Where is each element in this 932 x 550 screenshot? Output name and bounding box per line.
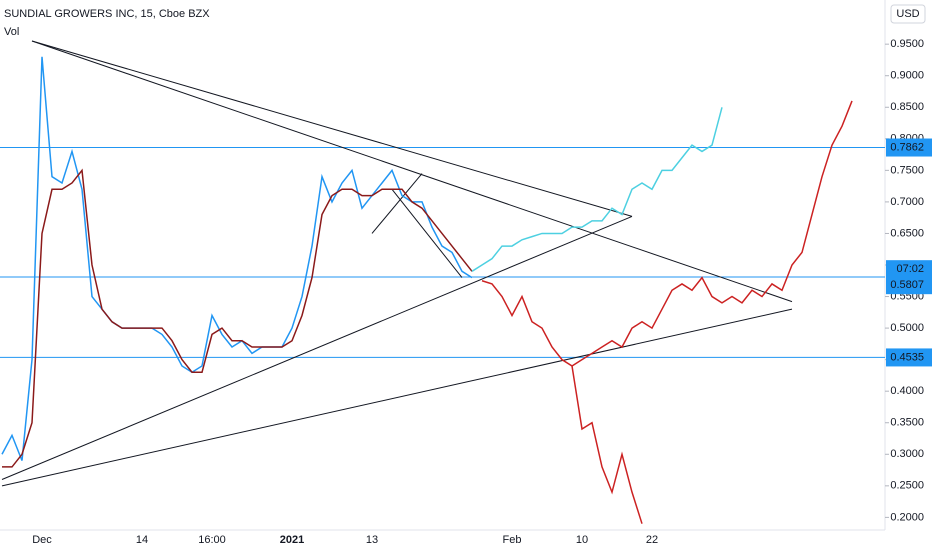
price-line — [571, 100, 853, 367]
x-tick-label: 16:00 — [198, 534, 226, 546]
countdown: 07:02 — [896, 263, 924, 275]
y-tick-label: 0.2500 — [890, 480, 924, 492]
y-tick-label: 0.9000 — [890, 70, 924, 82]
currency[interactable]: USD — [896, 8, 919, 20]
x-tick-label: 22 — [646, 534, 658, 546]
x-tick-label: 13 — [366, 534, 378, 546]
x-tick-label: 10 — [576, 534, 588, 546]
y-tick-label: 0.4000 — [890, 385, 924, 397]
trend-line — [31, 40, 633, 217]
level-tag — [886, 138, 932, 157]
level-label: 0.4535 — [890, 351, 924, 363]
price-line — [1, 56, 473, 461]
level-label: 0.7862 — [890, 141, 924, 153]
y-tick-label: 0.3500 — [890, 417, 924, 429]
trend-line — [1, 308, 793, 487]
y-tick-label: 0.7500 — [890, 164, 924, 176]
y-tick-label: 0.6500 — [890, 227, 924, 239]
x-tick-label: 2021 — [280, 534, 304, 546]
trend-line — [371, 173, 423, 234]
level-tag — [886, 348, 932, 367]
y-tick-label: 0.2000 — [890, 511, 924, 523]
chart-title: SUNDIAL GROWERS INC, 15, Cboe BZX — [4, 8, 210, 20]
trend-line — [391, 188, 463, 278]
y-tick-label: 0.3000 — [890, 448, 924, 460]
volume-label: Vol — [4, 26, 19, 38]
y-tick-label: 0.5000 — [890, 322, 924, 334]
price-line — [2, 168, 473, 468]
price-line — [471, 107, 723, 272]
price-line — [481, 280, 643, 524]
last-price-label: 0.5807 — [890, 279, 924, 291]
currency-button[interactable] — [890, 4, 926, 24]
y-tick-label: 0.9500 — [890, 38, 924, 50]
trend-line — [31, 40, 793, 303]
y-tick-label: 0.7000 — [890, 196, 924, 208]
x-tick-label: Feb — [503, 534, 522, 546]
last-price-tag — [886, 260, 932, 295]
y-tick-label: 0.8500 — [890, 101, 924, 113]
x-tick-label: Dec — [32, 534, 52, 546]
trend-line — [1, 215, 633, 480]
x-tick-label: 14 — [136, 534, 148, 546]
